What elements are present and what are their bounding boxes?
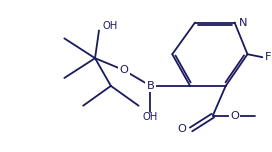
- Text: O: O: [230, 111, 239, 121]
- Text: O: O: [177, 124, 186, 135]
- Text: OH: OH: [143, 112, 158, 122]
- Text: B: B: [147, 81, 154, 91]
- Text: OH: OH: [103, 21, 118, 31]
- Text: N: N: [239, 17, 247, 28]
- Text: O: O: [119, 65, 128, 75]
- Text: F: F: [265, 52, 272, 62]
